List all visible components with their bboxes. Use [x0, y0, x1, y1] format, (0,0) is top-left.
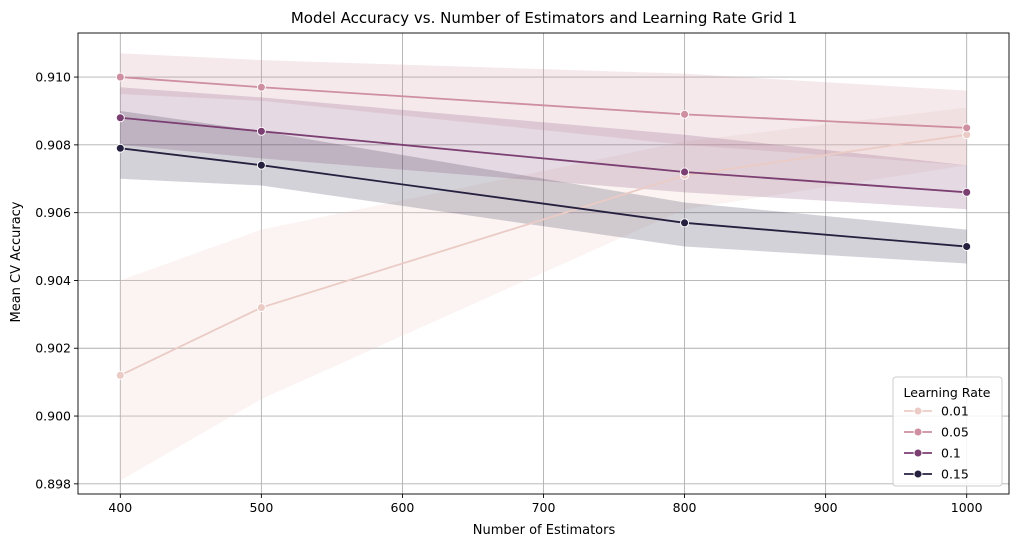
series-points	[115, 72, 972, 380]
confidence-band-0-15	[120, 110, 967, 264]
y-tick-label: 0.900	[35, 409, 71, 424]
data-point-0-01	[256, 303, 266, 313]
confidence-band-0-1	[120, 87, 967, 210]
series-line-0-15	[120, 147, 967, 248]
x-tick-label: 400	[108, 500, 132, 515]
data-point-0-1	[962, 187, 972, 197]
legend: Learning Rate 0.01 0.05 0.1 0.15	[892, 376, 1003, 487]
grid-lines	[78, 33, 1009, 494]
x-tick-label: 500	[249, 500, 273, 515]
data-point-0-05	[962, 123, 972, 133]
data-point-0-1	[256, 126, 266, 136]
y-tick-label: 0.908	[35, 137, 71, 152]
series-line-0-05	[120, 76, 967, 129]
legend-label-0-01: 0.01	[941, 404, 969, 419]
data-point-0-15	[115, 143, 125, 153]
data-point-0-15	[256, 160, 266, 170]
x-tick-label: 1000	[951, 500, 983, 515]
x-axis-ticks: 400 500 600 700 800 900 1000	[108, 494, 983, 515]
legend-items: 0.01 0.05 0.1 0.15	[904, 404, 969, 482]
data-point-0-1	[680, 167, 690, 177]
legend-label-0-1: 0.1	[941, 446, 961, 461]
x-tick-label: 700	[532, 500, 556, 515]
legend-marker-0-1	[913, 448, 923, 458]
y-tick-label: 0.898	[35, 476, 71, 491]
x-tick-label: 900	[814, 500, 838, 515]
data-point-0-01	[115, 370, 125, 380]
confidence-bands	[120, 53, 967, 481]
confidence-band-0-05	[120, 53, 967, 166]
legend-box	[892, 376, 1003, 487]
y-tick-label: 0.906	[35, 205, 71, 220]
series-line-0-01	[119, 133, 967, 377]
legend-label-0-05: 0.05	[941, 425, 969, 440]
series-line-0-1	[120, 116, 967, 194]
y-tick-label: 0.910	[35, 70, 71, 85]
data-point-0-1	[115, 113, 125, 123]
x-axis-label: Number of Estimators	[473, 523, 616, 538]
data-point-0-05	[680, 109, 690, 119]
data-point-0-05	[115, 72, 125, 82]
x-tick-label: 600	[391, 500, 415, 515]
y-axis-label: Mean CV Accuracy	[9, 201, 24, 322]
data-point-0-05	[256, 82, 266, 92]
legend-label-0-15: 0.15	[941, 467, 969, 482]
legend-marker-0-15	[913, 469, 923, 479]
series-lines	[119, 76, 967, 377]
y-tick-label: 0.902	[35, 341, 71, 356]
legend-marker-0-01	[913, 406, 923, 416]
chart-title: Model Accuracy vs. Number of Estimators …	[291, 9, 797, 27]
x-tick-label: 800	[673, 500, 697, 515]
legend-marker-0-05	[913, 427, 923, 437]
y-axis-ticks: 0.898 0.900 0.902 0.904 0.906 0.908 0.910	[35, 70, 78, 491]
data-point-0-15	[962, 242, 972, 252]
y-tick-label: 0.904	[35, 273, 71, 288]
confidence-band-0-01	[120, 107, 967, 481]
legend-title: Learning Rate	[904, 385, 991, 400]
data-point-0-15	[680, 218, 690, 228]
